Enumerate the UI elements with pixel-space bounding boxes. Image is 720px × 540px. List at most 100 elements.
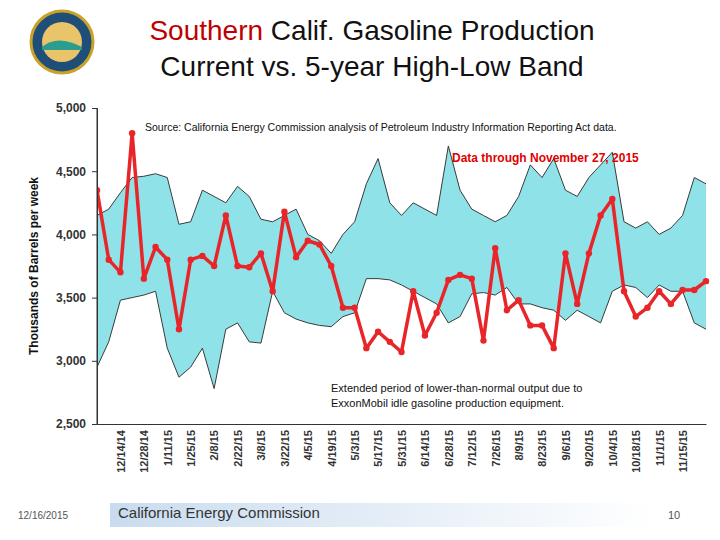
current-point [586,250,592,256]
subtitle: Current vs. 5-year High-Low Band [160,51,583,82]
current-point [574,301,580,307]
x-tick-label: 3/22/15 [279,430,291,467]
x-tick: 2/8/15 [208,424,220,461]
logo-hill [42,41,82,51]
y-tick-mark [92,298,97,299]
current-point [551,345,557,351]
y-tick: 4,500 [56,165,97,179]
y-tick-mark [92,108,97,109]
x-axis-line [98,424,707,425]
y-tick-label: 2,500 [56,417,86,431]
band-high-line [97,146,706,253]
current-point [328,263,334,269]
y-tick-label: 4,000 [56,228,86,242]
x-tick: 7/12/15 [466,424,478,467]
current-point [703,278,709,284]
x-tick-label: 9/6/15 [560,430,572,461]
current-point [375,329,381,335]
x-tick-label: 10/18/15 [630,430,642,473]
current-point [305,238,311,244]
x-tick-label: 8/23/15 [536,430,548,467]
x-tick: 9/6/15 [560,424,572,461]
y-axis-title: Thousands of Barrels per week [27,177,41,355]
current-point [269,288,275,294]
x-tick-label: 12/14/14 [115,429,127,473]
x-tick: 9/20/15 [583,424,595,467]
y-tick: 5,000 [56,101,97,115]
page-number: 10 [668,509,680,521]
y-tick: 3,000 [56,354,97,368]
logo [31,11,93,73]
current-point [164,256,170,262]
x-tick-label: 6/14/15 [419,430,431,467]
footer-bar [110,503,655,527]
logo-inner [42,22,82,62]
current-point [211,263,217,269]
current-point [387,339,393,345]
x-tick: 6/28/15 [443,424,455,467]
plot-marks [97,130,709,389]
logo-ring [31,11,93,73]
current-point [668,301,674,307]
x-tick-label: 4/19/15 [326,430,338,467]
y-tick: 4,000 [56,228,97,242]
current-point [398,349,404,355]
y-axis-line [92,109,98,425]
plot-frame-top [97,108,98,424]
title: Southern Calif. Gasoline Production [149,15,594,46]
current-point [422,332,428,338]
current-point [445,277,451,283]
y-tick-mark [92,361,97,362]
x-tick-label: 7/12/15 [466,430,478,467]
current-point [281,208,287,214]
current-point [363,345,369,351]
current-line [97,133,706,352]
x-tick-label: 5/31/15 [396,430,408,467]
x-tick-label: 12/28/14 [138,429,150,473]
footer-text: California Energy Commission [118,504,320,521]
x-tick-label: 2/8/15 [208,430,220,461]
x-tick-label: 10/4/15 [607,430,619,467]
x-tick: 2/22/15 [232,424,244,467]
current-point [469,275,475,281]
current-point [433,310,439,316]
y-tick-label: 5,000 [56,101,86,115]
x-tick-label: 8/9/15 [513,430,525,461]
x-tick: 8/9/15 [513,424,525,461]
current-point [106,256,112,262]
x-tick: 6/14/15 [419,424,431,467]
current-point [129,130,135,136]
x-tick: 1/11/15 [162,424,174,466]
current-point [293,254,299,260]
current-point [457,272,463,278]
note: Data through November 27, 2015 [452,151,639,165]
x-tick-label: 2/22/15 [232,430,244,467]
y-tick-mark [92,234,97,235]
y-tick-label: 3,500 [56,291,86,305]
x-tick: 5/3/15 [349,424,361,461]
y-axis: 2,500 3,000 3,500 4,000 4,500 5,000 [56,101,98,431]
x-tick-label: 11/1/15 [654,430,666,466]
x-tick: 12/14/14 [115,424,127,473]
y-tick-label: 4,500 [56,165,86,179]
annotation: ExxonMobil idle gasoline production equi… [331,397,564,409]
x-tick: 10/4/15 [607,424,619,467]
y-tick: 3,500 [56,291,97,305]
current-point [504,307,510,313]
current-point [340,305,346,311]
source: Source: California Energy Commission ana… [145,121,617,133]
x-axis: 12/14/1412/28/141/11/151/25/152/8/152/22… [98,424,707,473]
current-point [141,275,147,281]
current-point [656,288,662,294]
current-point [644,305,650,311]
current-point [480,337,486,343]
current-point [117,269,123,275]
annotation: Extended period of lower-than-normal out… [331,382,582,394]
current-point [621,288,627,294]
x-tick: 8/23/15 [536,424,548,467]
current-point [633,313,639,319]
current-point [679,287,685,293]
y-tick-mark [92,424,97,425]
current-point [539,322,545,328]
current-point [258,250,264,256]
